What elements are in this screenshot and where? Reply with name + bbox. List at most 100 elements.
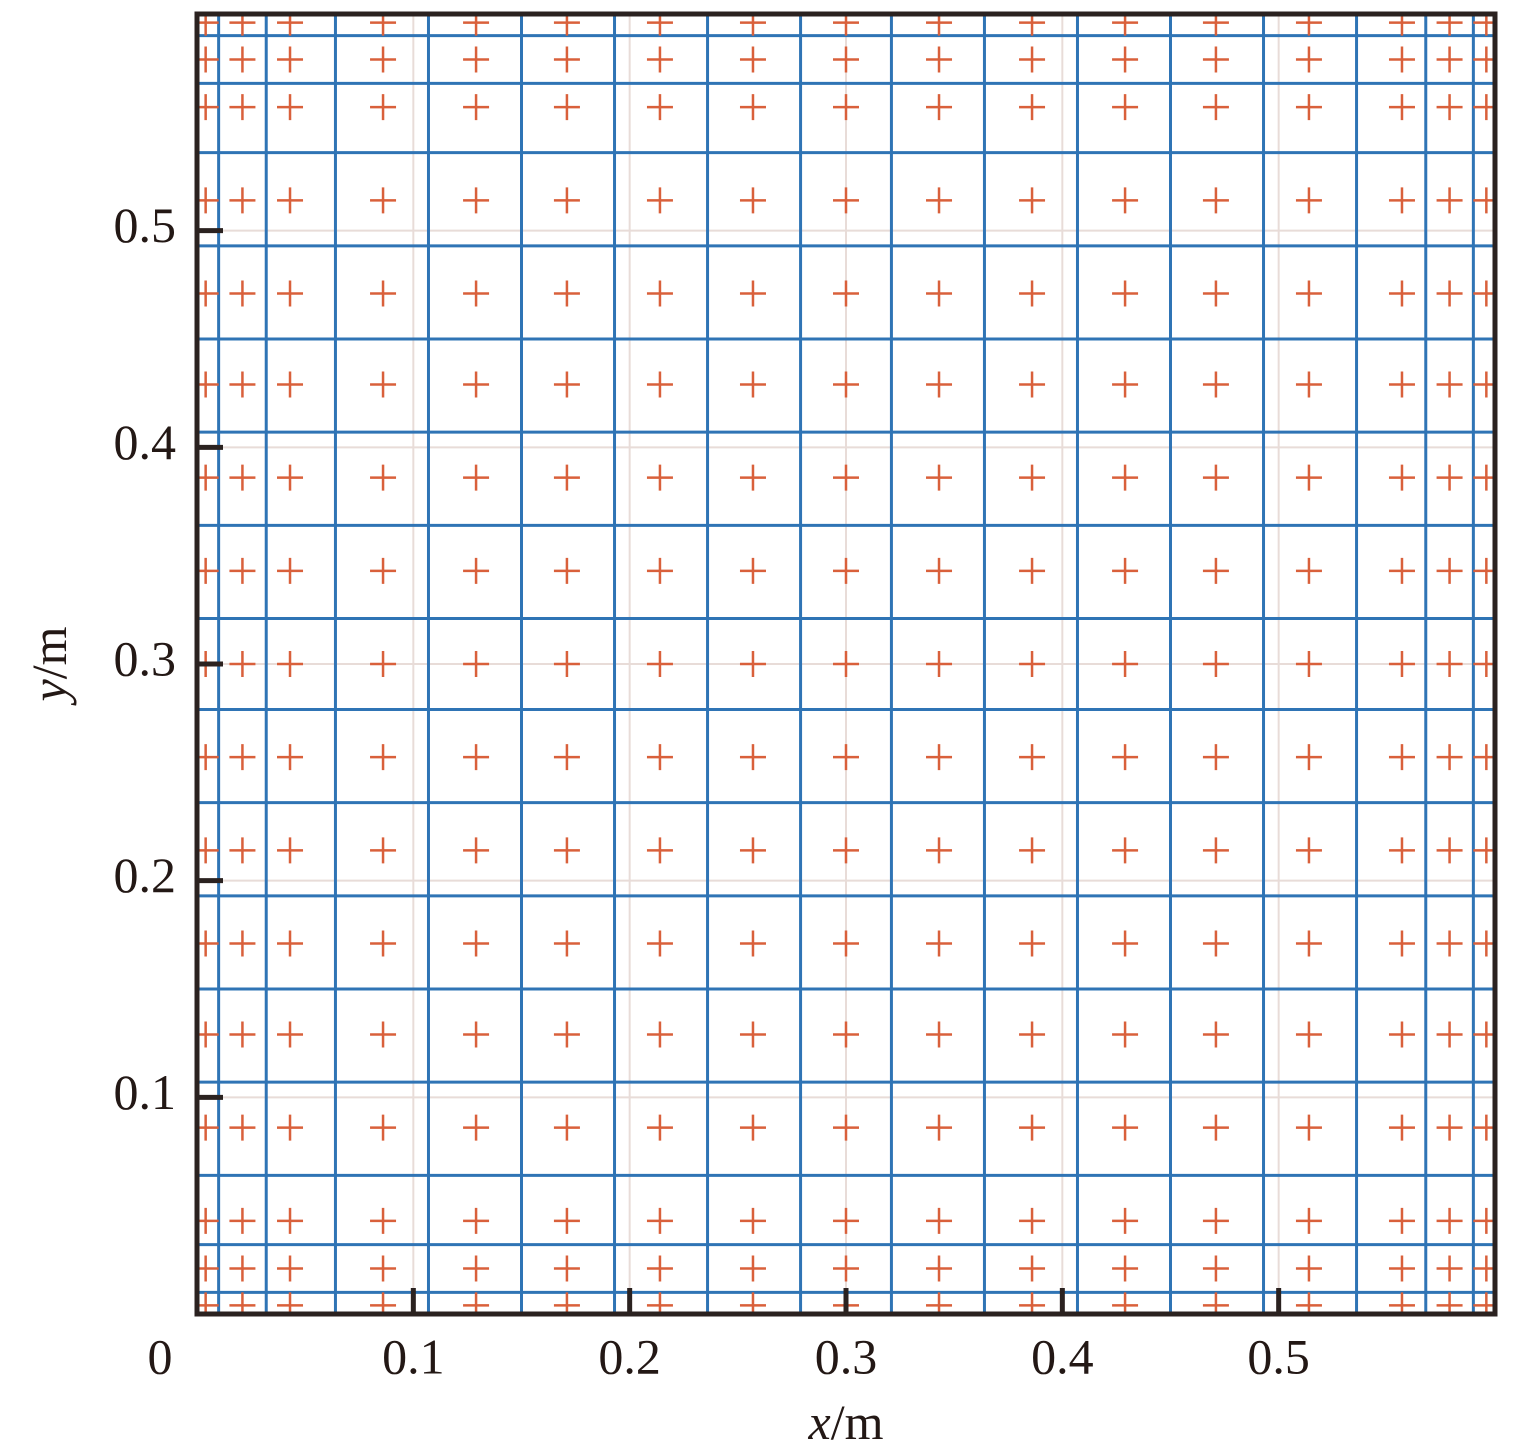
x-axis-label: x/m	[808, 1394, 884, 1450]
x-tick-label: 0.3	[815, 1328, 878, 1384]
node-cross	[1388, 1114, 1415, 1141]
node-cross	[1019, 187, 1046, 214]
node-cross	[646, 837, 673, 864]
node-cross	[370, 1255, 397, 1282]
node-cross	[463, 187, 490, 214]
node-cross	[370, 464, 397, 491]
node-cross	[370, 94, 397, 121]
node-cross	[1112, 371, 1139, 398]
node-cross	[370, 744, 397, 771]
node-cross	[1112, 187, 1139, 214]
node-cross	[739, 187, 766, 214]
node-cross	[197, 1255, 219, 1282]
node-cross	[1019, 837, 1046, 864]
node-cross	[463, 94, 490, 121]
node-cross	[646, 371, 673, 398]
node-cross	[1019, 464, 1046, 491]
node-cross	[1202, 1114, 1229, 1141]
y-tick-label: 0.5	[114, 197, 177, 253]
node-cross	[197, 464, 219, 491]
node-cross	[197, 1114, 219, 1141]
node-cross	[1473, 1255, 1495, 1282]
node-cross	[197, 930, 219, 957]
node-cross	[1112, 1114, 1139, 1141]
node-cross	[1388, 1207, 1415, 1234]
node-cross	[1436, 1255, 1463, 1282]
node-cross	[229, 1207, 256, 1234]
node-cross	[833, 464, 859, 491]
node-cross	[1473, 280, 1495, 307]
node-cross	[370, 651, 397, 677]
node-cross	[1473, 94, 1495, 121]
node-cross	[1202, 557, 1229, 584]
node-cross	[926, 744, 953, 771]
node-cross	[926, 464, 953, 491]
node-cross	[739, 651, 766, 677]
node-cross	[1019, 1207, 1046, 1234]
node-cross	[463, 464, 490, 491]
node-cross	[277, 94, 304, 121]
node-cross	[739, 1255, 766, 1282]
node-cross	[1436, 744, 1463, 771]
node-cross	[1388, 651, 1415, 677]
node-cross	[277, 744, 304, 771]
node-cross	[1202, 187, 1229, 214]
node-cross	[1473, 371, 1495, 398]
node-cross	[646, 744, 673, 771]
node-cross	[926, 557, 953, 584]
node-cross	[1112, 837, 1139, 864]
node-cross	[739, 1114, 766, 1141]
node-cross	[1473, 930, 1495, 957]
node-cross	[833, 187, 859, 214]
node-cross	[553, 46, 580, 73]
node-cross	[370, 557, 397, 584]
node-cross	[197, 557, 219, 584]
node-cross	[1019, 651, 1046, 677]
node-cross	[463, 371, 490, 398]
node-cross	[197, 1207, 219, 1234]
node-cross	[463, 1255, 490, 1282]
node-cross	[1436, 837, 1463, 864]
node-cross	[1436, 187, 1463, 214]
node-cross	[1295, 94, 1322, 121]
node-cross	[1112, 651, 1139, 677]
node-cross	[1295, 930, 1322, 957]
node-cross	[553, 930, 580, 957]
node-cross	[1436, 371, 1463, 398]
node-cross	[277, 1114, 304, 1141]
node-cross	[370, 280, 397, 307]
node-cross	[1112, 930, 1139, 957]
node-cross	[1112, 1021, 1139, 1048]
node-cross	[1388, 280, 1415, 307]
x-tick-label: 0	[148, 1328, 173, 1384]
node-cross	[1473, 557, 1495, 584]
node-cross	[1295, 744, 1322, 771]
node-cross	[1019, 280, 1046, 307]
node-cross	[1436, 1207, 1463, 1234]
node-cross	[739, 837, 766, 864]
node-cross	[1388, 744, 1415, 771]
plot-area	[197, 14, 1495, 1314]
node-cross	[926, 371, 953, 398]
y-tick-label: 0.3	[114, 630, 177, 686]
x-tick-label: 0.2	[598, 1328, 661, 1384]
node-cross	[833, 744, 859, 771]
node-cross	[463, 46, 490, 73]
node-cross	[1295, 1021, 1322, 1048]
node-cross	[1295, 557, 1322, 584]
node-cross	[1202, 371, 1229, 398]
node-cross	[1019, 744, 1046, 771]
node-cross	[646, 1255, 673, 1282]
node-cross	[646, 651, 673, 677]
node-cross	[1019, 1021, 1046, 1048]
node-cross	[1112, 1207, 1139, 1234]
node-cross	[1112, 464, 1139, 491]
node-cross	[277, 837, 304, 864]
node-cross	[926, 651, 953, 677]
node-cross	[197, 1021, 219, 1048]
node-cross	[833, 1255, 859, 1282]
node-cross	[1295, 464, 1322, 491]
node-cross	[229, 94, 256, 121]
node-cross	[1112, 557, 1139, 584]
